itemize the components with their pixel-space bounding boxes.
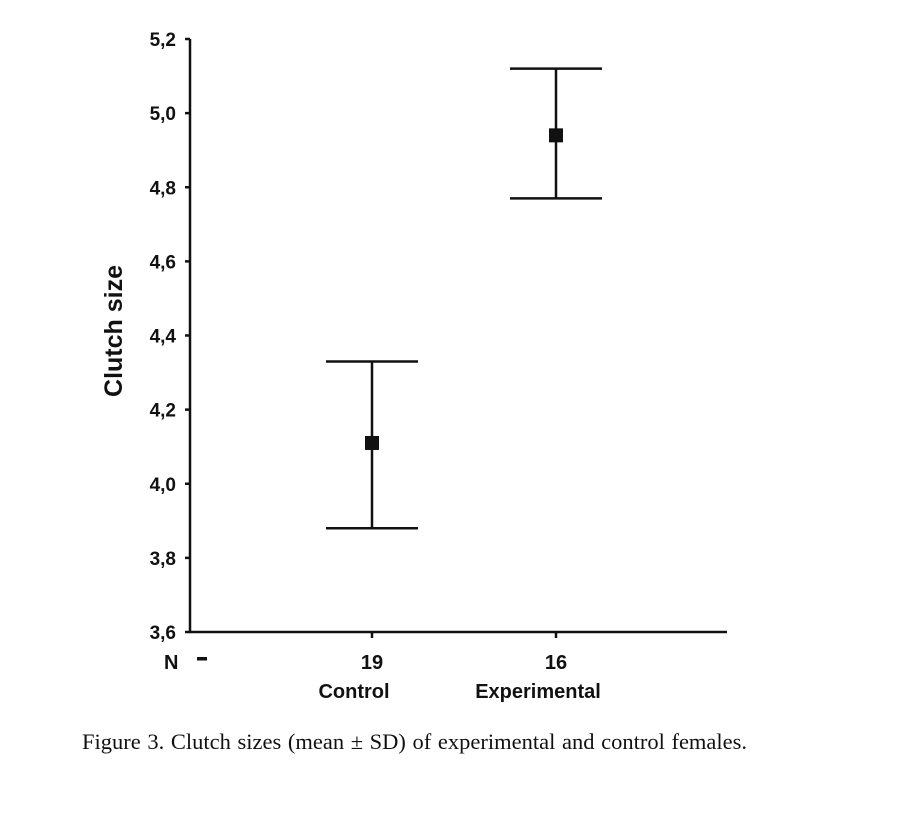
y-tick-label: 5,2	[150, 30, 176, 51]
n-label: N	[164, 652, 178, 674]
n-value-label: 19	[361, 652, 383, 674]
category-label: Experimental	[475, 681, 601, 703]
y-tick-label: 3,6	[150, 623, 176, 644]
figure-caption: Figure 3. Clutch sizes (mean ± SD) of ex…	[82, 729, 748, 754]
y-axis: 3,6 3,8 4,0 4,2 4,4 4,6 4,8 5,0 5,2	[150, 30, 192, 644]
mean-marker	[365, 435, 379, 450]
chart-canvas: 3,6 3,8 4,0 4,2 4,4 4,6 4,8 5,0 5,2 19 Control 16 E…	[100, 30, 727, 703]
y-tick-label: 3,8	[150, 549, 176, 570]
category-label: Control	[318, 681, 389, 703]
x-axis: 19 Control 16 Experimental	[189, 630, 727, 703]
data-marks	[326, 67, 602, 530]
y-tick-label: 5,0	[150, 104, 176, 125]
y-tick-label: 4,4	[150, 327, 177, 348]
n-label-dash	[197, 657, 207, 661]
y-axis-title: Clutch size	[100, 265, 128, 397]
y-tick-label: 4,2	[150, 401, 176, 422]
y-tick-label: 4,6	[150, 252, 176, 273]
y-tick-label: 4,0	[150, 475, 176, 496]
mean-marker	[549, 128, 563, 143]
y-tick-label: 4,8	[150, 178, 176, 199]
n-value-label: 16	[545, 652, 567, 674]
